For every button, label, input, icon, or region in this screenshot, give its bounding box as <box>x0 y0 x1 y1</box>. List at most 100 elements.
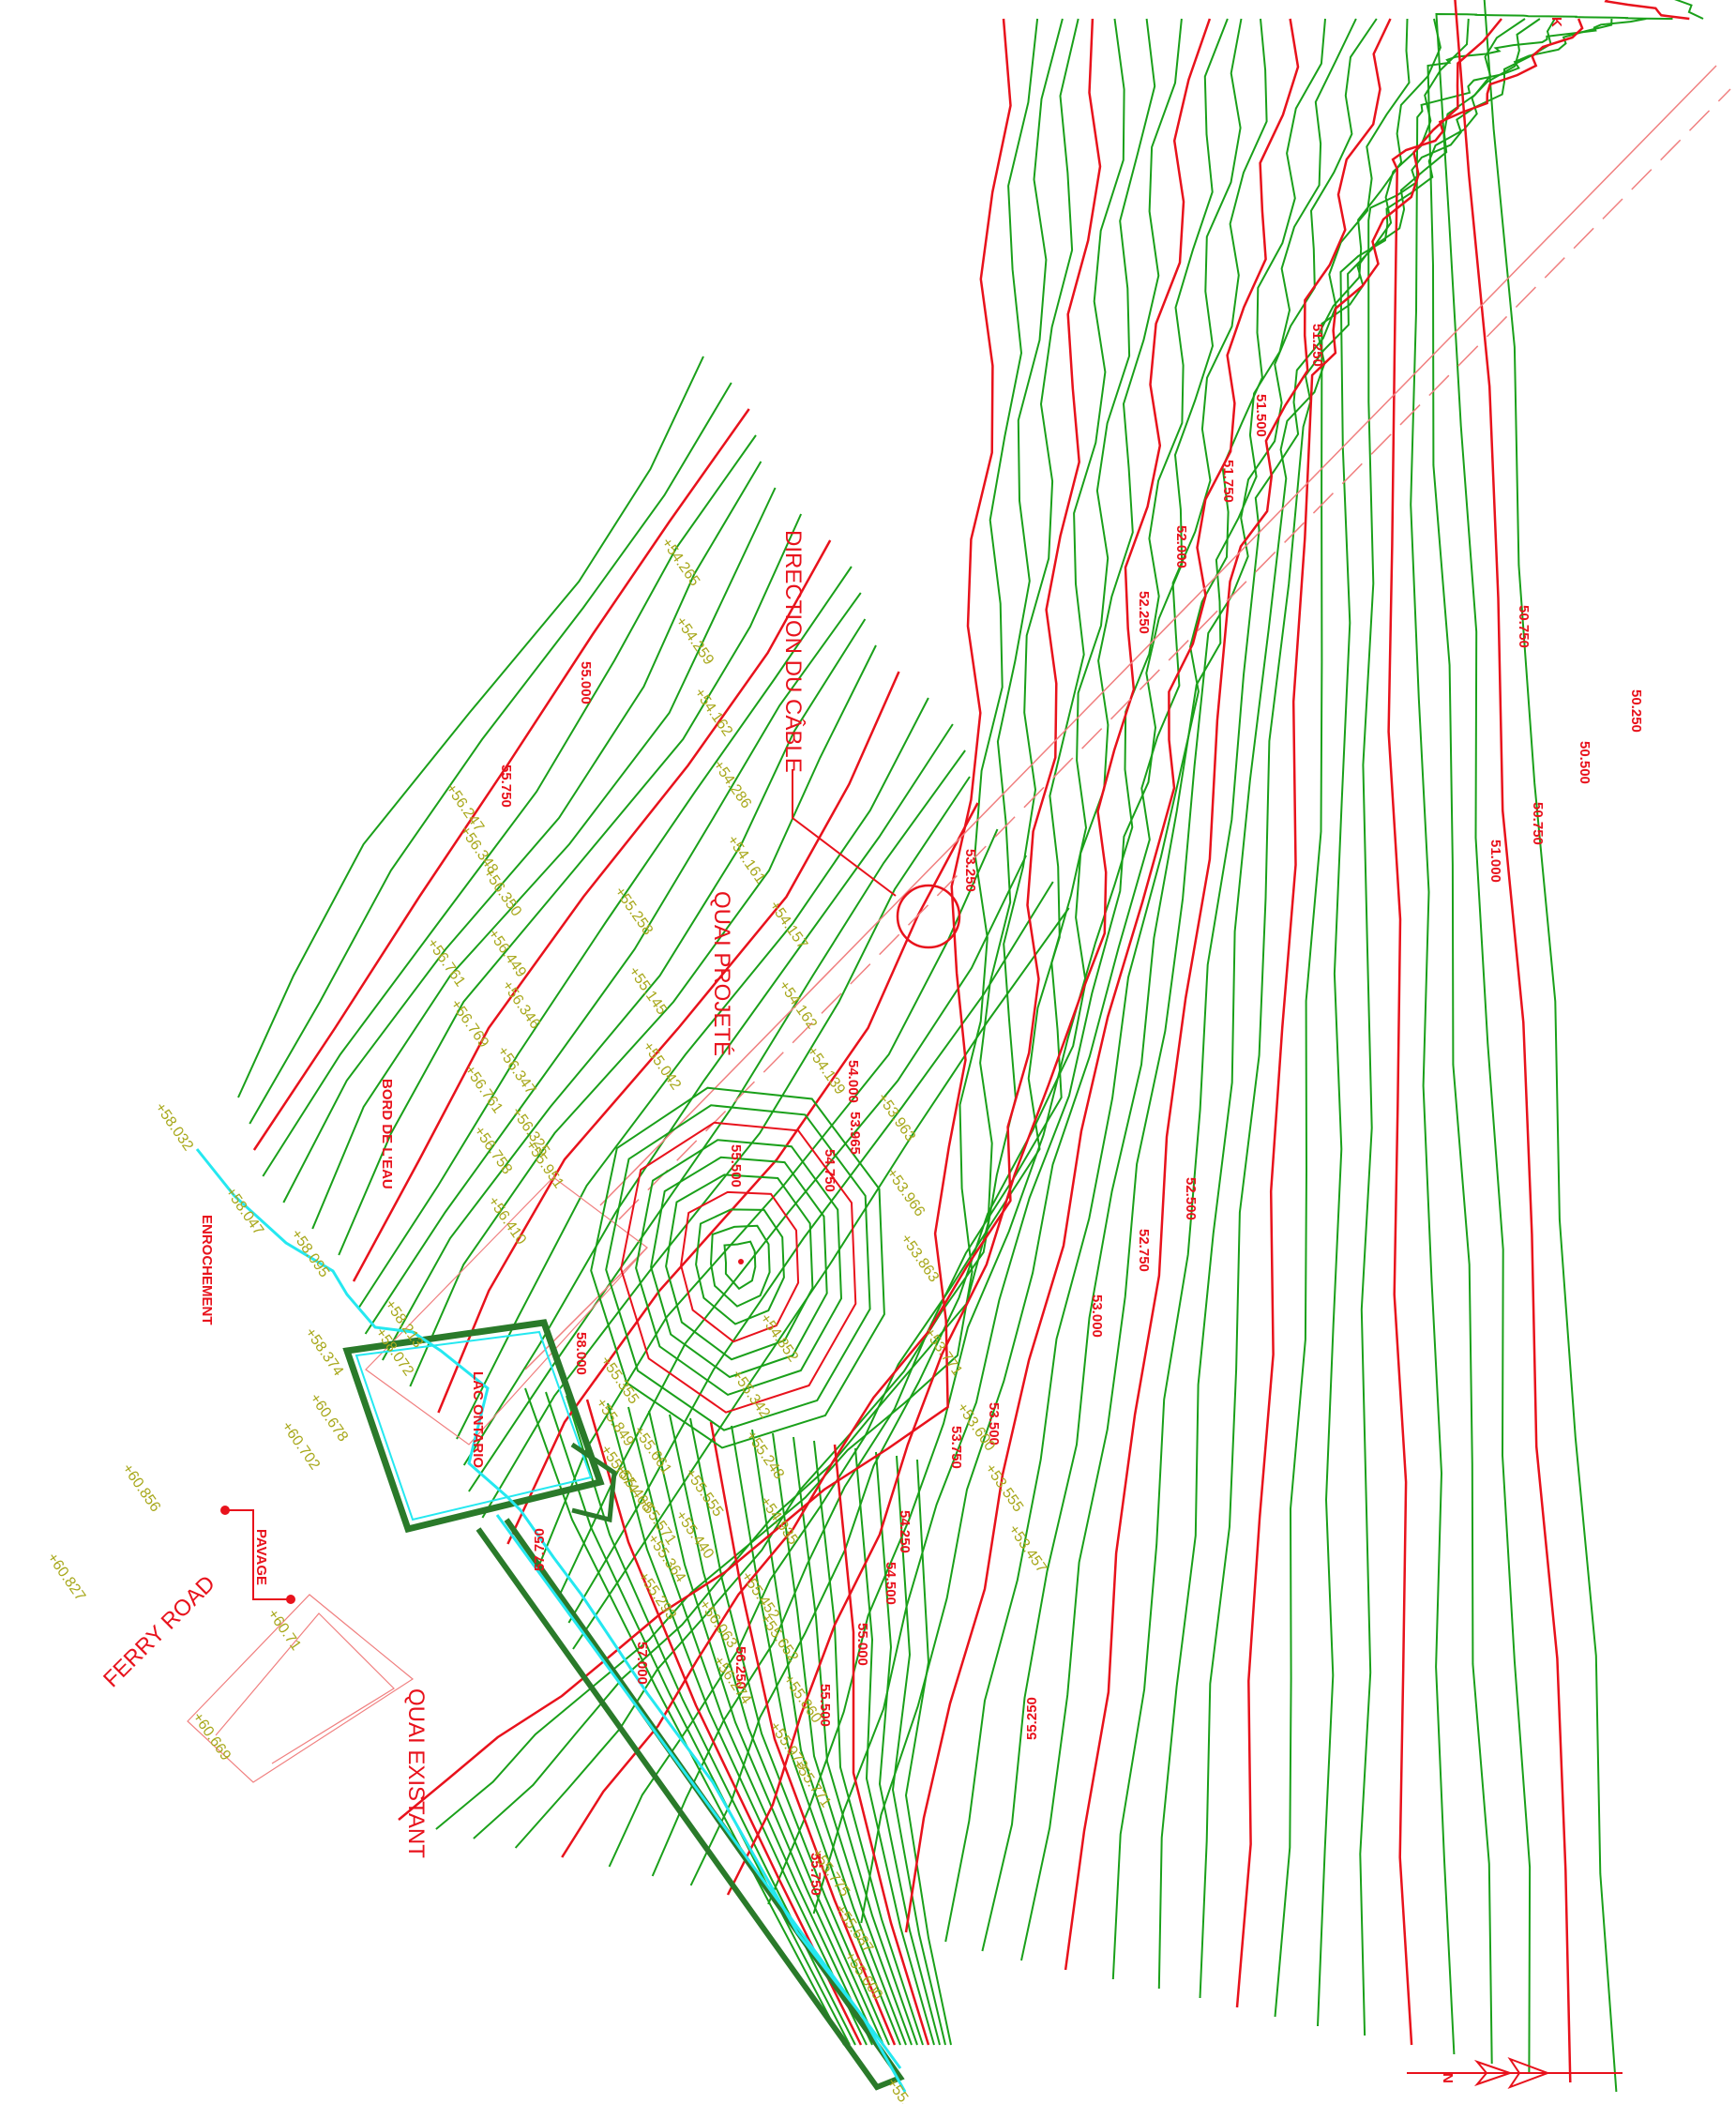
svg-text:N: N <box>1440 2073 1456 2083</box>
contour-elevation-label: 52.250 <box>1136 591 1152 634</box>
spot-elevation: +55.342 <box>729 1368 773 1422</box>
spot-elevation: +55.248 <box>743 1429 787 1483</box>
contour-elevation-label: 50.250 <box>1628 689 1644 733</box>
direction-cable-label: DIRECTION DU CÂBLE <box>780 530 806 773</box>
contour-line <box>1483 0 1704 2093</box>
contour-line <box>772 1432 913 2046</box>
index-contour-line <box>561 18 1102 1858</box>
spot-elevation: +58.374 <box>302 1325 346 1380</box>
ferry-road-label: FERRY ROAD <box>98 1570 220 1692</box>
spot-elevation: +55.258 <box>611 885 656 939</box>
quai-projete-outline <box>187 1176 648 1783</box>
contour-line <box>1020 18 1378 1961</box>
spot-elevation: +56.449 <box>485 927 529 981</box>
contour-line <box>1359 18 1556 2036</box>
contour-line <box>813 1440 924 2046</box>
spot-elevation-layer: +54.265+54.259+54.162+54.286+54.161+54.1… <box>44 536 1049 2104</box>
spot-elevation: +54.161 <box>724 833 768 887</box>
contour-line <box>751 1429 907 2046</box>
contour-line <box>689 1417 890 2046</box>
contour-elevation-label: 50.500 <box>1577 741 1593 784</box>
island-contour <box>590 1086 885 1449</box>
contour-line <box>567 881 1054 1624</box>
index-contour-line <box>833 1444 930 2046</box>
contour-line <box>981 18 1357 1952</box>
island-contours <box>590 1086 885 1449</box>
spot-elevation: +60.669 <box>189 1710 234 1764</box>
contour-line <box>1157 18 1442 1990</box>
contour-line <box>462 723 954 1466</box>
contour-line <box>338 513 803 1256</box>
island-contour <box>635 1139 843 1397</box>
spot-elevation: +60.856 <box>119 1461 163 1516</box>
spot-elevation: +60.702 <box>279 1419 323 1474</box>
water-edge-line <box>195 1148 907 2093</box>
contour-line <box>627 1406 873 2046</box>
index-contour-line <box>726 18 1212 1896</box>
contour-line <box>891 1455 946 2046</box>
index-contour-line <box>1235 18 1502 2008</box>
quai-existant <box>342 1319 905 2091</box>
contour-elevation-label: 50.750 <box>1516 605 1532 648</box>
quai-projete-label: QUAI PROJETÉ <box>709 891 734 1056</box>
spot-elevation: +58.095 <box>288 1227 332 1281</box>
enrochement-label: ENROCHEMENT <box>199 1215 215 1325</box>
spot-elevation: +53.966 <box>883 1166 928 1220</box>
contour-line <box>793 1436 918 2046</box>
pavage-label: PAVAGE <box>253 1529 269 1585</box>
contour-elevation-label: 55.750 <box>808 1853 823 1896</box>
contour-elevation-label: 52.750 <box>1136 1229 1152 1272</box>
corner-tag: K <box>1548 17 1564 27</box>
contour-line <box>1435 12 1673 2074</box>
contour-elevation-label: 53.250 <box>962 849 978 892</box>
contour-elevation-label: 58.000 <box>573 1332 589 1375</box>
island-contour <box>680 1190 800 1343</box>
contour-line <box>689 18 1183 1886</box>
contour-line <box>249 382 732 1125</box>
index-contour-line <box>1454 0 1690 2083</box>
contour-elevation-label: 50.750 <box>1530 802 1546 845</box>
spot-elevation: +56.350 <box>480 866 524 920</box>
contour-line <box>1111 18 1411 1980</box>
contour-line <box>1410 18 1613 2055</box>
contour-line <box>1317 18 1541 2027</box>
quai-existant-label: QUAI EXISTANT <box>403 1688 429 1858</box>
north-arrow-icon: N <box>1407 2056 1623 2090</box>
contour-elevation-label: 53.750 <box>948 1426 964 1469</box>
island-contour <box>650 1156 828 1379</box>
contour-elevation-label: 56.250 <box>732 1646 748 1689</box>
spot-elevation: +56.769 <box>447 997 491 1052</box>
island-contour <box>723 1240 757 1291</box>
spot-elevation: +58.047 <box>222 1185 266 1239</box>
contour-line <box>237 356 704 1098</box>
contour-elevation-label: 54.000 <box>845 1060 861 1103</box>
spot-elevation: +54.162 <box>776 978 820 1033</box>
contour-line <box>514 18 1079 1849</box>
island-contour <box>709 1224 771 1308</box>
contour-line <box>648 1410 879 2046</box>
pavage-marker <box>220 1506 295 1604</box>
index-contour-lines <box>252 0 1690 2083</box>
cable-marker-circle <box>896 884 961 949</box>
contour-line <box>545 1391 851 2046</box>
lac-ontario-label: LAC ONTARIO <box>470 1371 486 1468</box>
contour-line <box>409 644 877 1387</box>
spot-elevation: +56.347 <box>494 1044 538 1098</box>
contour-line <box>651 18 1156 1877</box>
index-contour-line <box>352 539 832 1282</box>
contour-line <box>875 1451 941 2046</box>
contour-elevation-label: 53.500 <box>986 1402 1002 1446</box>
index-contour-line <box>1387 18 1584 2046</box>
contour-elevation-label: 55.250 <box>1024 1697 1040 1740</box>
contour-line <box>904 1459 952 2046</box>
contour-elevation-label: 51.500 <box>1253 394 1269 437</box>
island-contour <box>665 1173 814 1361</box>
spot-elevation: +58.032 <box>152 1100 196 1155</box>
index-contour-line <box>904 18 1300 1933</box>
contour-line <box>608 18 1125 1868</box>
cable-lines <box>524 65 1731 1370</box>
contour-elevation-label: 52.000 <box>1173 525 1189 568</box>
contour-elevation-label: 55.000 <box>854 1623 870 1666</box>
contour-line <box>481 776 971 1519</box>
